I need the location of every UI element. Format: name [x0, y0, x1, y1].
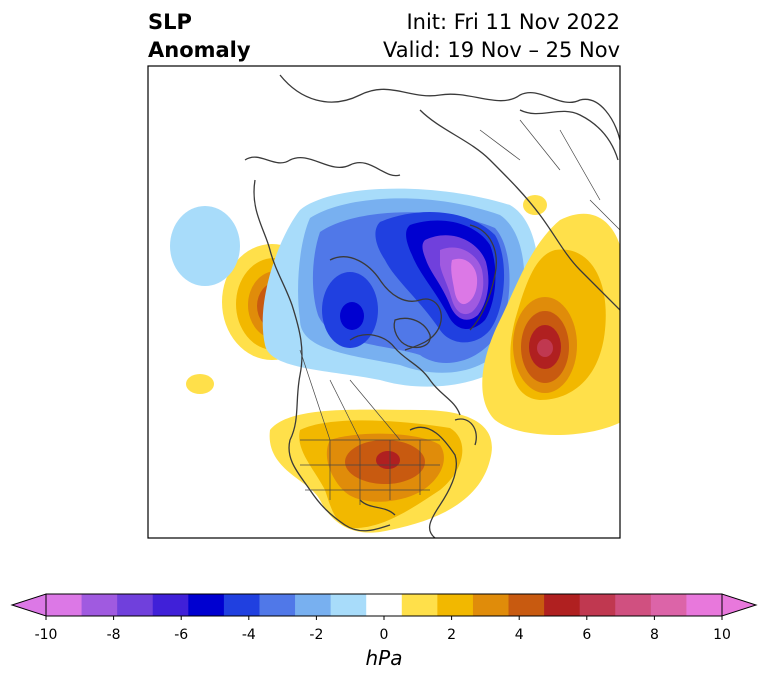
colorbar-swatch [259, 594, 296, 616]
colorbar-tick-label: -10 [35, 627, 58, 643]
colorbar-swatch [188, 594, 225, 616]
colorbar-swatch [295, 594, 332, 616]
slp-anomaly-map [147, 65, 621, 539]
colorbar-tick-label: -2 [309, 627, 323, 643]
title-left: SLP Anomaly [148, 8, 251, 64]
colorbar-swatch [223, 594, 260, 616]
colorbar-tick-label: 10 [713, 627, 731, 643]
positive-anomaly-us [269, 409, 492, 533]
colorbar-unit-label: hPa [365, 646, 403, 670]
colorbar-swatch [46, 594, 83, 616]
colorbar-swatch [650, 594, 687, 616]
title-anomaly: Anomaly [148, 38, 251, 62]
map-frame [147, 65, 621, 539]
colorbar-boxes [10, 593, 758, 617]
negative-anomaly-pacific [170, 206, 240, 286]
positive-anomaly-atlantic [482, 195, 620, 435]
colorbar-swatch [686, 594, 723, 616]
title-variable: SLP [148, 10, 192, 34]
colorbar-tick-label: 2 [447, 627, 456, 643]
valid-range: Valid: 19 Nov – 25 Nov [383, 38, 620, 62]
colorbar-ticks: -10 -8 -6 -4 -2 0 2 4 6 8 10 [35, 616, 731, 643]
colorbar-tick-label: 0 [380, 627, 389, 643]
coastlines [244, 74, 620, 538]
colorbar-tick-label: -8 [107, 627, 121, 643]
colorbar-swatch [401, 594, 438, 616]
colorbar-tick-label: -6 [174, 627, 188, 643]
colorbar-swatch [579, 594, 616, 616]
colorbar-tick-label: 4 [515, 627, 524, 643]
colorbar-extend-min [10, 593, 47, 617]
colorbar-tick-label: 8 [650, 627, 659, 643]
colorbar-swatch [472, 594, 510, 616]
small-positive-patch [186, 374, 214, 394]
colorbar-swatch [508, 594, 545, 616]
negative-anomaly-arctic [262, 188, 539, 387]
colorbar-swatch [437, 594, 474, 616]
colorbar-swatch [81, 594, 118, 616]
colorbar-swatch [330, 594, 367, 616]
colorbar-swatch [152, 594, 189, 616]
colorbar-swatch [117, 594, 154, 616]
colorbar-tick-label: 6 [582, 627, 591, 643]
init-date: Init: Fri 11 Nov 2022 [406, 10, 620, 34]
title-right: Init: Fri 11 Nov 2022 Valid: 19 Nov – 25… [383, 8, 620, 64]
colorbar-tick-label: -4 [242, 627, 256, 643]
political-borders [299, 119, 620, 505]
colorbar-swatch [544, 594, 581, 616]
colorbar-swatch [366, 594, 403, 616]
colorbar-extend-max [721, 593, 758, 617]
colorbar-swatch [615, 594, 652, 616]
anomaly-field [148, 66, 620, 538]
